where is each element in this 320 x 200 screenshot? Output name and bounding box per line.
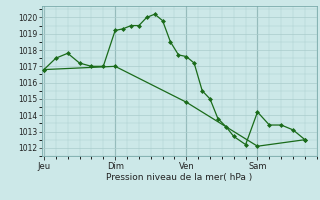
X-axis label: Pression niveau de la mer( hPa ): Pression niveau de la mer( hPa ) (106, 173, 252, 182)
